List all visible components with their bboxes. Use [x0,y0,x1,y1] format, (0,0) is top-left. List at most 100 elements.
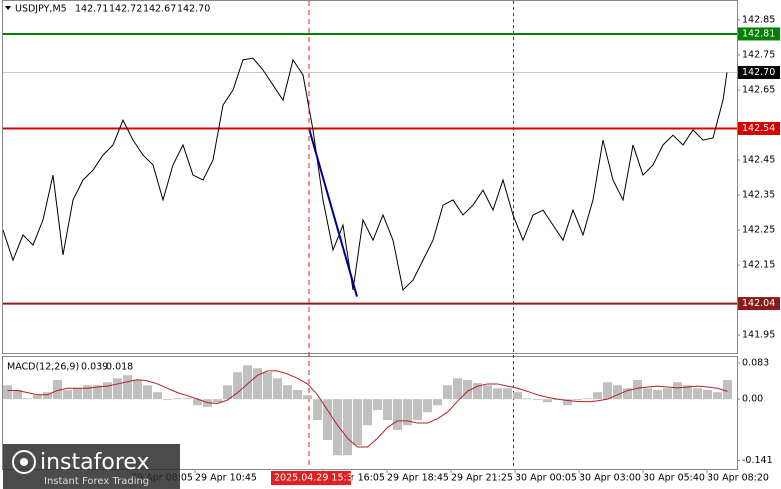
macd-bar [533,399,542,401]
macd-bar [593,392,602,400]
macd-bar [253,368,262,400]
macd-bar [433,399,442,406]
macd-bar [173,398,182,400]
logo-tagline: Instant Forex Trading [44,476,149,487]
x-tick-label: 29 Apr 21:25 [451,473,513,484]
macd-bar [443,385,452,400]
level-price-box [738,27,780,41]
macd-bar [543,399,552,403]
macd-bar [633,380,642,400]
x-tick-label: 30 Apr 00:05 [515,473,577,484]
y-tick-label: 142.45 [742,155,775,166]
macd-bar [623,388,632,400]
macd-panel-border [2,356,738,470]
macd-bar [333,399,342,456]
macd-bar [323,399,332,441]
x-tick-label: 29 Apr 16:05 [323,473,385,484]
close-value: 142.70 [177,4,210,15]
macd-main-value: 0.039 [81,362,108,373]
macd-bar [713,392,722,400]
macd-bar [263,372,272,400]
trend-line [308,128,358,297]
x-tick-label: 30 Apr 08:20 [707,473,769,484]
y-tick-label: 142.15 [742,260,775,271]
macd-bar [723,380,732,400]
cursor-time-box [271,471,351,485]
macd-bar [453,378,462,400]
macd-signal-value: 0.018 [106,362,133,373]
open-value: 142.71 [75,4,108,15]
macd-title: MACD(12,26,9) [7,362,79,373]
macd-bar [363,399,372,426]
y-tick-label: 142.35 [742,190,775,201]
macd-bar [213,399,222,403]
cursor-time-label: 2025.04.29 15:30 [274,473,359,484]
macd-bar [123,375,132,400]
macd-bar [373,399,382,411]
macd-bar [483,385,492,400]
y-tick-label: 142.65 [742,84,775,95]
macd-bar [83,385,92,400]
x-tick-label: 30 Apr 05:40 [643,473,705,484]
symbol-title: USDJPY,M5 [15,4,67,15]
macd-bar [43,392,52,400]
price-panel-border [2,0,738,354]
macd-bar [423,399,432,413]
macd-bar [33,395,42,400]
macd-bar [563,399,572,406]
level-price-label: 142.54 [742,123,775,134]
collapse-arrow[interactable] [5,6,11,10]
x-tick-label: 30 Apr 03:00 [579,473,641,484]
y-tick-label: 142.85 [742,14,775,25]
macd-bar [183,398,192,400]
y-tick-label: 141.95 [742,330,775,341]
macd-bar [703,390,712,400]
macd-bar [143,385,152,400]
macd-bar [573,399,582,401]
macd-bar [63,390,72,400]
x-tick-label: 29 Apr 18:45 [387,473,449,484]
macd-bar [693,388,702,400]
logo: instaforex Instant Forex Trading [3,444,180,489]
macd-bar [273,378,282,400]
signal-line [7,370,728,448]
macd-bar [293,390,302,400]
macd-bar [283,385,292,400]
low-value: 142.67 [143,4,176,15]
macd-bar [13,390,22,400]
level-price-label: 142.81 [742,28,775,39]
macd-bar [653,390,662,400]
macd-bar [603,382,612,400]
macd-bar [683,385,692,400]
macd-bar [53,380,62,400]
macd-bar [493,388,502,400]
macd-bar [583,398,592,400]
macd-bar [193,399,202,406]
macd-bar [503,388,512,400]
logo-icon [12,450,36,474]
macd-y-tick-label: 0.00 [742,394,763,405]
level-price-box [738,65,780,79]
macd-bar [403,399,412,426]
macd-bar [73,388,82,400]
level-price-label: 142.70 [742,67,775,78]
logo-brand: instaforex [40,450,150,475]
macd-bar [673,382,682,400]
macd-y-tick-label: -0.141 [742,455,773,466]
macd-bar [643,388,652,400]
level-price-label: 142.04 [742,298,775,309]
macd-bar [313,399,322,421]
macd-bar [463,380,472,400]
macd-bar [473,383,482,400]
macd-bar [113,378,122,400]
macd-bar [353,399,362,446]
macd-bar [413,399,422,421]
macd-bar [153,392,162,400]
y-tick-label: 142.25 [742,225,775,236]
logo-icon-dot [20,458,28,466]
macd-bar [243,365,252,400]
level-price-box [738,122,780,136]
macd-bar [343,399,352,456]
macd-bar [663,388,672,400]
